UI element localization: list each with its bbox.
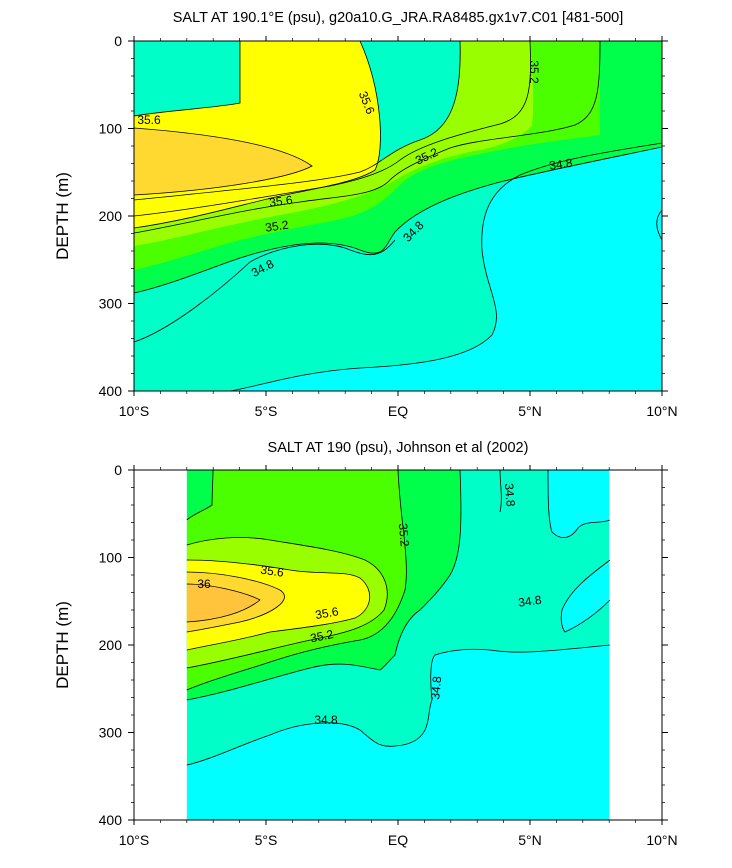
obs-fill-lt-34.8-deep [186, 645, 610, 820]
obs-contour-34.8-north [499, 470, 502, 513]
model-panel: SALT AT 190.1°E (psu), g20a10.G_JRA.RA84… [53, 10, 678, 419]
x-tick-label: 5°N [518, 403, 542, 419]
model-contour-label: 35.2 [264, 218, 289, 235]
obs-contour-lines [186, 470, 611, 766]
model-contour-35.0 [134, 41, 601, 234]
obs-contour-label: 35.2 [396, 523, 412, 548]
obs-contour-label: 35.2 [309, 627, 335, 646]
obs-contour-label: 34.8 [428, 675, 444, 700]
obs-contour-35.2 [186, 470, 407, 691]
obs-fill-lt-34.8-ne [548, 470, 610, 538]
obs-fill-gt-36.0 [186, 584, 260, 622]
obs-panel: SALT AT 190 (psu), Johnson et al (2002) [53, 440, 678, 848]
obs-y-axis-label: DEPTH (m) [53, 601, 72, 689]
y-tick-label: 200 [99, 208, 123, 224]
y-tick-label: 400 [99, 383, 123, 399]
model-contour-label: 35.6 [268, 193, 293, 210]
y-tick-label: 400 [99, 812, 123, 828]
obs-contour-label: 34.8 [314, 713, 338, 727]
model-contour-35.6-west [134, 41, 241, 117]
obs-x-tick-labels: 10°S 5°S EQ 5°N 10°N [119, 832, 678, 848]
obs-ticks [128, 465, 668, 825]
obs-contour-label: 35.6 [314, 604, 340, 622]
model-contour-36.0 [134, 127, 313, 196]
x-tick-label: EQ [388, 832, 408, 848]
model-contour-label: 34.8 [548, 156, 573, 173]
y-tick-label: 100 [99, 550, 123, 566]
x-tick-label: 10°N [646, 403, 677, 419]
obs-contour-35.0 [186, 470, 462, 701]
y-tick-label: 0 [114, 462, 122, 478]
x-tick-label: 10°S [119, 832, 150, 848]
model-contour-35.4 [134, 41, 461, 201]
y-tick-label: 300 [99, 296, 123, 312]
x-tick-label: EQ [388, 403, 408, 419]
model-ticks [128, 36, 668, 396]
obs-contour-34.8-ne [547, 470, 611, 538]
model-contour-fills [134, 41, 662, 391]
obs-panel-title: SALT AT 190 (psu), Johnson et al (2002) [268, 440, 529, 456]
model-contour-lines [134, 41, 662, 391]
model-fill-35.8-36.0 [134, 128, 312, 195]
model-contour-35.2 [134, 41, 531, 217]
obs-contour-36.0 [186, 583, 261, 623]
x-tick-label: 10°N [646, 832, 677, 848]
x-tick-label: 5°N [518, 832, 542, 848]
x-tick-label: 5°S [255, 403, 278, 419]
obs-contour-34.8-deep [186, 644, 611, 766]
obs-contour-labels: 36 35.6 35.2 34.8 34.8 35.6 35.2 34.8 34… [197, 483, 542, 727]
obs-fill-lt-34.8-e [561, 560, 610, 632]
obs-contour-34.8-e [560, 559, 611, 633]
obs-contour-35.8 [186, 571, 285, 633]
y-tick-label: 200 [99, 637, 123, 653]
model-x-tick-labels: 10°S 5°S EQ 5°N 10°N [119, 403, 678, 419]
model-contour-35.0-lower [134, 146, 662, 294]
obs-contour-label: 34.8 [502, 483, 518, 508]
obs-contour-35.6 [186, 559, 370, 651]
y-tick-label: 300 [99, 725, 123, 741]
y-tick-label: 0 [114, 33, 122, 49]
obs-contour-label: 36 [197, 577, 211, 591]
model-contour-labels: 35.6 35.6 35.2 35.2 34.8 35.6 35.2 34.8 … [137, 60, 573, 280]
obs-contour-35.4 [186, 537, 388, 669]
model-contour-label: 35.2 [527, 60, 541, 84]
model-contour-34.8-west [134, 239, 396, 343]
obs-contour-label: 35.6 [260, 563, 285, 580]
model-contour-35.6-core [134, 41, 381, 229]
obs-contour-fills [186, 470, 610, 820]
y-tick-label: 100 [99, 121, 123, 137]
model-y-axis-label: DEPTH (m) [53, 172, 72, 260]
obs-contour-35.2-nw [186, 470, 214, 521]
obs-contour-label: 34.8 [517, 593, 542, 610]
x-tick-label: 10°S [119, 403, 150, 419]
model-panel-title: SALT AT 190.1°E (psu), g20a10.G_JRA.RA84… [173, 10, 623, 26]
model-contour-34.8 [229, 142, 662, 391]
obs-y-tick-labels: 0 100 200 300 400 [99, 462, 123, 828]
model-contour-34.8-east [656, 209, 662, 241]
model-contour-label: 35.6 [137, 113, 161, 127]
model-y-tick-labels: 0 100 200 300 400 [99, 33, 123, 399]
x-tick-label: 5°S [255, 832, 278, 848]
